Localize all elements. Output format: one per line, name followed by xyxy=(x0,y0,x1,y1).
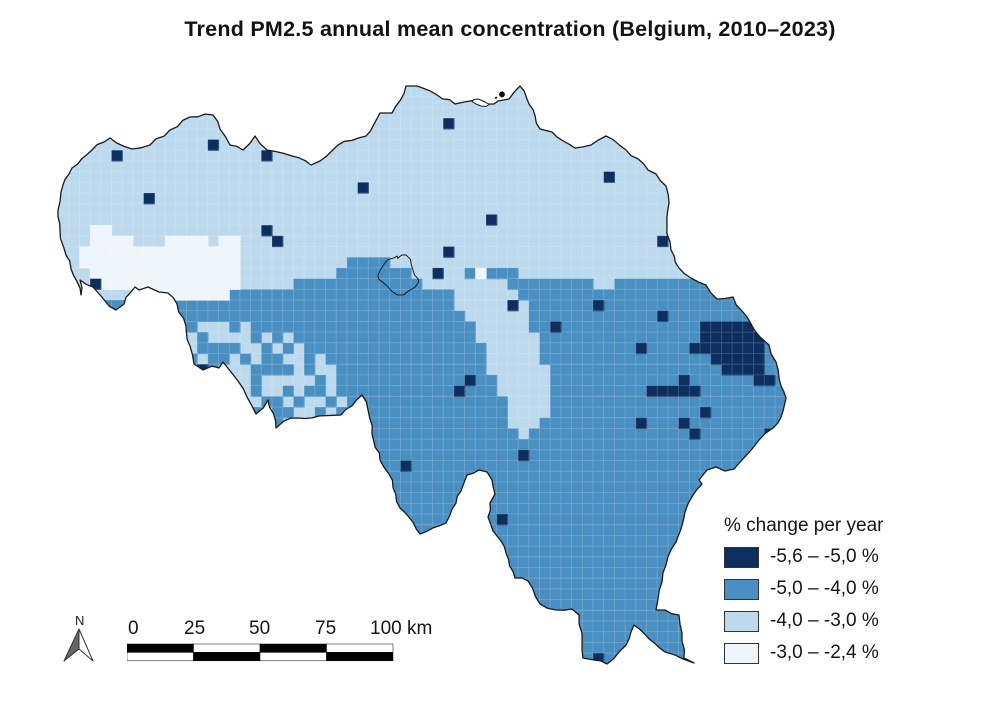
svg-text:0: 0 xyxy=(128,618,139,639)
svg-text:25: 25 xyxy=(184,618,205,639)
svg-text:100 km: 100 km xyxy=(370,618,432,639)
svg-text:50: 50 xyxy=(249,618,270,639)
svg-text:75: 75 xyxy=(315,618,336,639)
svg-text:N: N xyxy=(75,613,84,628)
